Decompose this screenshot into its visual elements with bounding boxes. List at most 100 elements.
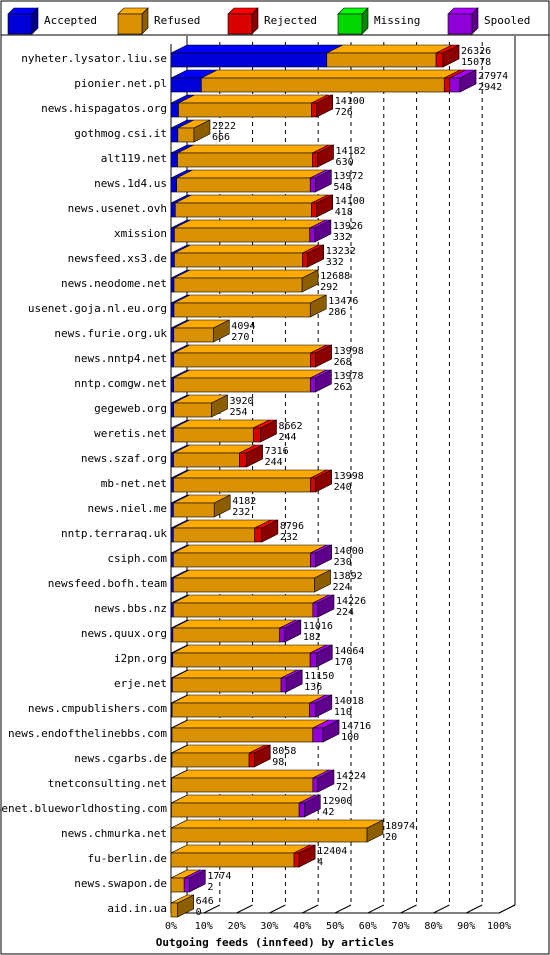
- bar-segment-top-refused: [176, 169, 327, 179]
- data-label-total: 13978: [333, 371, 363, 382]
- data-label-accepted: 0: [196, 907, 202, 918]
- bar-segment-refused: [170, 827, 368, 843]
- category-label: gegeweb.org: [94, 402, 167, 415]
- bar-segment-refused: [171, 727, 314, 743]
- data-label-accepted: 244: [265, 457, 283, 468]
- category-label: alt119.net: [101, 152, 167, 165]
- data-label-accepted: 286: [328, 307, 346, 318]
- bar-segment-rejected: [310, 477, 316, 493]
- category-label: gothmog.csi.it: [74, 127, 167, 140]
- category-label: news.swapon.de: [74, 877, 167, 890]
- x-tick-label: 100%: [487, 921, 511, 932]
- data-label-total: 13998: [334, 471, 364, 482]
- bar-side: [315, 544, 332, 568]
- bar-segment-spooled: [312, 777, 319, 793]
- x-tick-label: 90%: [457, 921, 475, 932]
- bar-segment-top-refused: [170, 844, 311, 854]
- data-label-total: 14226: [336, 596, 366, 607]
- data-label-total: 14100: [335, 96, 365, 107]
- category-label: news.chmurka.net: [61, 827, 167, 840]
- data-label-accepted: 232: [232, 507, 250, 518]
- tick-diagonal: [203, 904, 221, 914]
- data-label-accepted: 240: [334, 482, 352, 493]
- bar-side: [314, 219, 332, 243]
- bar-side: [177, 894, 194, 918]
- data-label-accepted: 4: [317, 857, 323, 868]
- x-tick-label: 60%: [359, 921, 377, 932]
- bar-segment-rejected: [435, 52, 444, 68]
- legend-label-refused: Refused: [154, 14, 200, 27]
- data-label-accepted: 254: [230, 407, 248, 418]
- bar-segment-spooled: [309, 177, 316, 193]
- bar-segment-refused: [173, 302, 311, 318]
- bar-segment-refused: [175, 202, 312, 218]
- bar-side: [303, 794, 321, 818]
- data-label-accepted: 232: [280, 532, 298, 543]
- data-label-accepted: 548: [333, 182, 351, 193]
- data-label-total: 4094: [231, 321, 255, 332]
- data-label-accepted: 136: [304, 682, 322, 693]
- bar-segment-spooled: [309, 652, 317, 668]
- data-label-accepted: 418: [335, 207, 353, 218]
- bar-segment-top-refused: [174, 244, 319, 254]
- bar-segment-accepted: [170, 552, 174, 568]
- bar-segment-top-refused: [171, 719, 329, 729]
- bar-segment-rejected: [311, 102, 317, 118]
- bar-side: [316, 94, 334, 118]
- bar-side: [246, 444, 263, 468]
- bar-side: [211, 394, 228, 418]
- bar-segment-spooled: [309, 377, 316, 393]
- bar-segment-refused: [173, 277, 303, 293]
- data-label-accepted: 2: [207, 882, 213, 893]
- bar-segment-top-refused: [173, 594, 329, 604]
- data-label-total: 11150: [304, 671, 334, 682]
- bar-side: [193, 119, 211, 143]
- bar-side: [459, 69, 477, 93]
- legend-swatch-refused: [117, 13, 143, 35]
- bar-segment-spooled: [298, 802, 305, 818]
- category-label: news.neodome.net: [61, 277, 167, 290]
- bar-segment-top-refused: [172, 644, 327, 654]
- category-label: newsfeed.bofh.team: [48, 577, 168, 590]
- bar-segment-refused: [174, 252, 303, 268]
- bar-side: [317, 594, 335, 618]
- tick-diagonal: [236, 904, 253, 914]
- bar-side: [366, 819, 384, 843]
- category-label: xmission: [114, 227, 167, 240]
- category-label: news.usenet.ovh: [68, 202, 167, 215]
- bar-side: [316, 194, 334, 218]
- bar-side: [285, 669, 303, 693]
- category-label: erje.net: [114, 677, 167, 690]
- data-label-total: 4182: [232, 496, 256, 507]
- bar-segment-top-refused: [326, 44, 453, 54]
- bar-segment-spooled: [312, 727, 324, 743]
- data-label-accepted: 20: [385, 832, 397, 843]
- data-label-total: 18974: [385, 821, 415, 832]
- bar-segment-accepted: [170, 477, 174, 493]
- bar-side: [189, 869, 206, 893]
- category-label: tnetconsulting.net: [48, 777, 167, 790]
- x-tick-label: 30%: [260, 921, 278, 932]
- bar-segment-accepted: [170, 52, 328, 68]
- bar-segment-rejected: [248, 752, 255, 768]
- category-label: fu-berlin.de: [88, 852, 167, 865]
- bar-segment-accepted: [170, 252, 175, 268]
- data-label-accepted: 110: [334, 707, 352, 718]
- data-label-total: 12688: [320, 271, 350, 282]
- bar-segment-rejected: [311, 202, 317, 218]
- data-label-accepted: 100: [341, 732, 359, 743]
- bar-side: [307, 244, 325, 268]
- bar-segment-rejected: [293, 852, 300, 868]
- data-label-accepted: 2942: [478, 82, 502, 93]
- data-label-accepted: 666: [212, 132, 230, 143]
- bar-segment-accepted: [170, 202, 176, 218]
- bar-segment-top-refused: [173, 469, 327, 479]
- data-label-total: 14018: [334, 696, 364, 707]
- bar-segment-top-refused: [171, 794, 316, 804]
- data-label-total: 13232: [326, 246, 356, 257]
- bar-side: [442, 44, 460, 68]
- data-label-total: 27974: [478, 71, 508, 82]
- data-label-total: 8058: [272, 746, 296, 757]
- data-label-total: 646: [196, 896, 214, 907]
